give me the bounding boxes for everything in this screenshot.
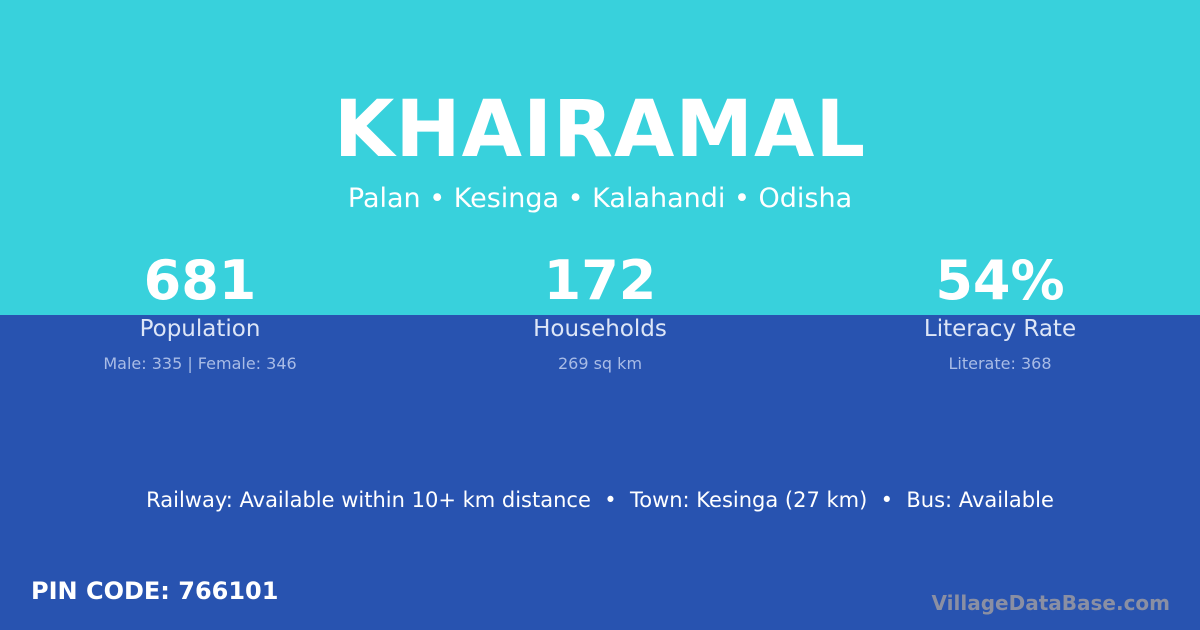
stat-label: Population	[139, 316, 261, 342]
location-breadcrumb: Palan • Kesinga • Kalahandi • Odisha	[347, 183, 853, 214]
body-band	[0, 315, 1200, 630]
stat-label: Households	[533, 316, 667, 342]
stat-detail: 269 sq km	[557, 354, 643, 373]
connectivity-info: Railway: Available within 10+ km distanc…	[146, 488, 1054, 512]
stat-detail: Literate: 368	[948, 354, 1052, 373]
village-name: KHAIRAMAL	[333, 85, 867, 175]
pin-code: PIN CODE: 766101	[31, 577, 279, 605]
stat-value: 54%	[935, 249, 1065, 312]
stat-detail: Male: 335 | Female: 346	[103, 354, 297, 373]
stat-value: 172	[543, 249, 657, 312]
header-band	[0, 0, 1200, 315]
brand-watermark: VillageDataBase.com	[931, 591, 1170, 615]
stat-value: 681	[143, 249, 257, 312]
stat-label: Literacy Rate	[923, 316, 1077, 342]
